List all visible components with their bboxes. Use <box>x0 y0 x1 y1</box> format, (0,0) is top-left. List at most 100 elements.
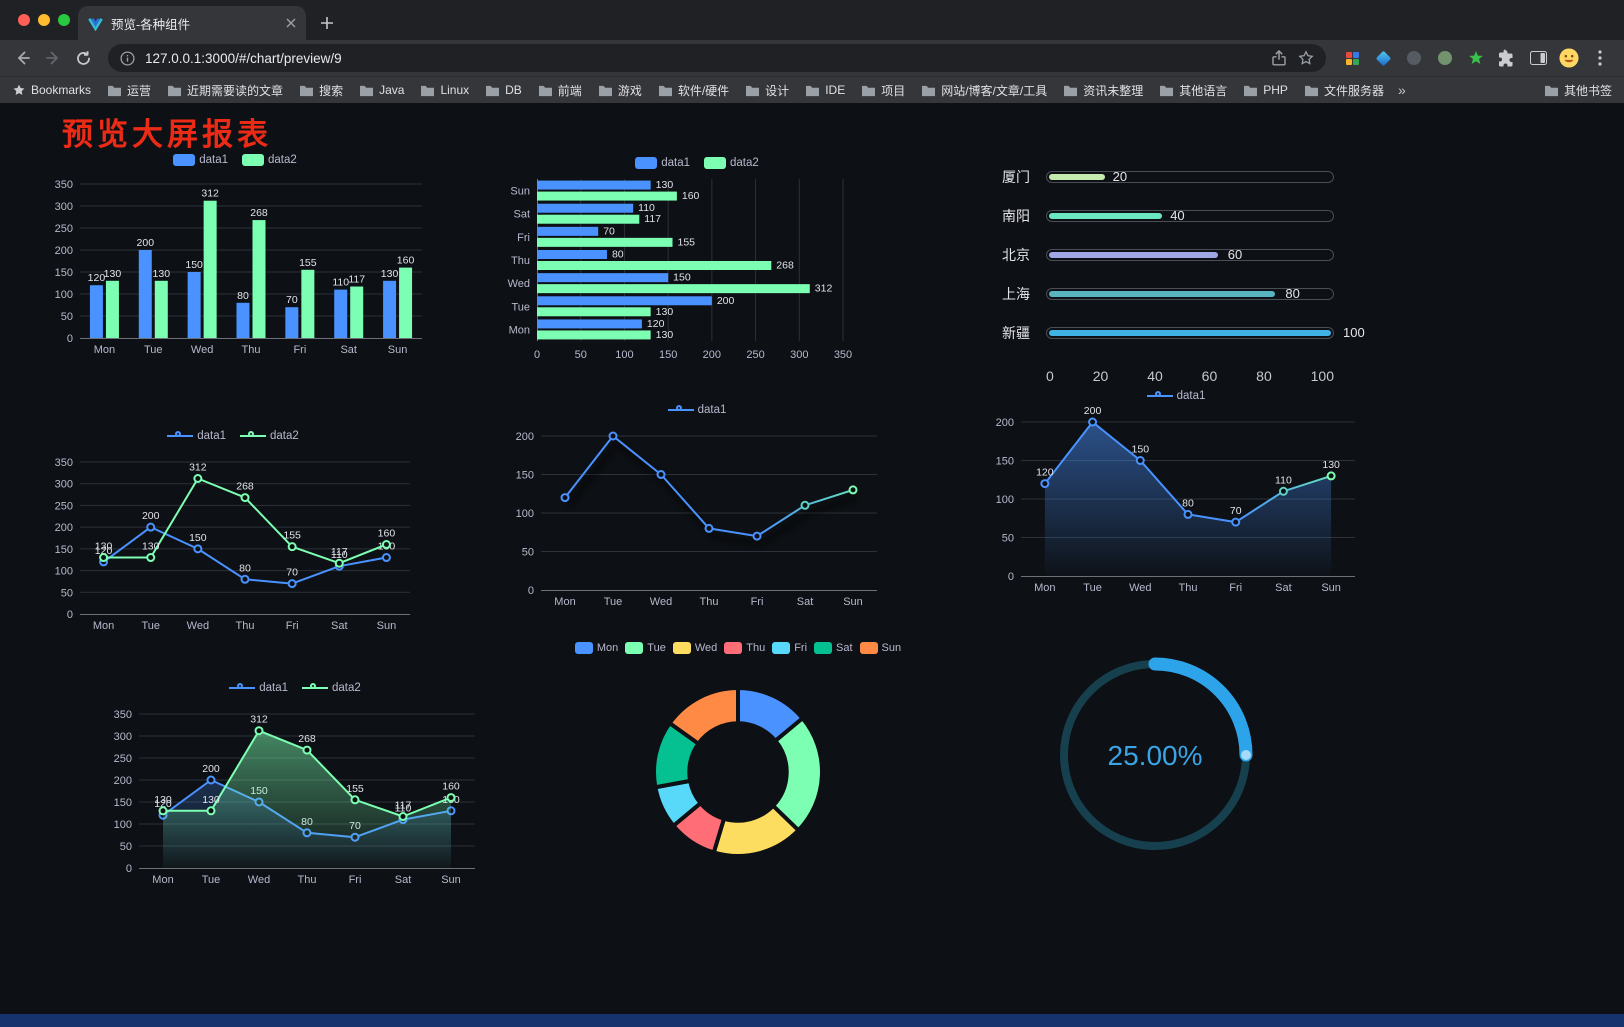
svg-text:350: 350 <box>55 179 73 191</box>
folder-icon <box>300 85 314 96</box>
progress-fill <box>1049 213 1162 219</box>
bookmark-folder[interactable]: 近期需要读的文章 <box>167 82 283 99</box>
legend-item-Mon[interactable]: Mon <box>574 642 618 654</box>
bookmark-folder[interactable]: 运营 <box>107 82 151 99</box>
progress-label: 南阳 <box>1002 208 1030 224</box>
browser-tab[interactable]: 预览-各种组件 <box>78 6 306 40</box>
svg-text:100: 100 <box>996 494 1014 506</box>
extension-icon-gem[interactable] <box>1373 48 1393 68</box>
bookmark-folder[interactable]: 前端 <box>538 82 582 99</box>
bookmark-folder-label: 项目 <box>881 83 906 98</box>
bookmark-folder[interactable]: 网站/博客/文章/工具 <box>921 82 1047 99</box>
extension-icon-green-circle[interactable] <box>1435 48 1455 68</box>
legend-item-data1[interactable]: data1 <box>229 682 288 694</box>
folder-icon <box>1544 85 1558 96</box>
share-button[interactable] <box>1272 50 1286 66</box>
bookmark-folder[interactable]: 文件服务器 <box>1304 82 1384 99</box>
window-zoom-button[interactable] <box>58 14 70 26</box>
bookmark-folder[interactable]: Java <box>359 83 404 97</box>
extension-icon-pixel[interactable] <box>1342 48 1362 68</box>
svg-text:200: 200 <box>55 245 73 257</box>
legend-item-Fri[interactable]: Fri <box>772 642 807 654</box>
progress-fill <box>1049 174 1106 180</box>
extension-icon-green-star[interactable] <box>1466 48 1486 68</box>
other-bookmarks[interactable]: 其他书签 <box>1544 82 1612 99</box>
bookmark-folder[interactable]: Linux <box>420 83 469 97</box>
line-chart-plot: 0 50 100 150 200 Mon Tue Wed Thu Fri Sat Sun <box>516 431 877 608</box>
window-minimize-button[interactable] <box>38 14 50 26</box>
bookmarks-overflow-chevron[interactable]: » <box>1397 82 1406 98</box>
legend-item-data1[interactable]: data1 <box>667 404 726 416</box>
puzzle-icon <box>1498 49 1512 66</box>
bookmark-folder[interactable]: PHP <box>1243 83 1288 97</box>
svg-text:25.00%: 25.00% <box>1108 740 1203 771</box>
svg-text:117: 117 <box>348 274 365 286</box>
window-close-button[interactable] <box>18 14 30 26</box>
legend-item-data2[interactable]: data2 <box>704 157 759 169</box>
extensions-menu-button[interactable] <box>1497 48 1517 68</box>
axis-tick-label: 40 <box>1147 368 1163 384</box>
donut-chart-plot <box>652 686 824 858</box>
svg-text:155: 155 <box>283 530 301 542</box>
profile-avatar[interactable] <box>1559 48 1579 68</box>
legend-item-Sat[interactable]: Sat <box>814 642 853 654</box>
svg-text:Sat: Sat <box>797 596 814 608</box>
bookmark-folder[interactable]: 设计 <box>745 82 789 99</box>
legend-rect-marker <box>625 642 644 654</box>
progress-label: 新疆 <box>1002 325 1030 341</box>
legend-item-data2[interactable]: data2 <box>302 682 361 694</box>
bookmark-folder[interactable]: 资讯未整理 <box>1063 82 1143 99</box>
pixel-grid-icon <box>1345 51 1359 65</box>
legend-item-Wed[interactable]: Wed <box>672 642 717 654</box>
legend-item-Sun[interactable]: Sun <box>859 642 901 654</box>
svg-text:Sun: Sun <box>843 596 863 608</box>
bookmark-folder[interactable]: 其他语言 <box>1159 82 1227 99</box>
bookmark-folder[interactable]: 软件/硬件 <box>658 82 729 99</box>
legend-item-data1[interactable]: data1 <box>173 154 228 166</box>
extension-icon-dark-circle[interactable] <box>1404 48 1424 68</box>
svg-text:200: 200 <box>1084 406 1102 417</box>
side-panel-button[interactable] <box>1528 48 1548 68</box>
legend-item-data1[interactable]: data1 <box>167 430 226 442</box>
site-info-icon[interactable] <box>120 50 135 66</box>
share-icon <box>1272 50 1286 66</box>
back-button[interactable] <box>8 43 38 73</box>
footer-strip <box>0 1014 1624 1027</box>
legend-item-data1[interactable]: data1 <box>635 157 690 169</box>
bookmark-folder[interactable]: 搜索 <box>299 82 343 99</box>
progress-row-厦门: 厦门 20 <box>1002 166 1368 188</box>
bookmark-folder-label: 文件服务器 <box>1323 83 1384 98</box>
legend-item-data2[interactable]: data2 <box>242 154 297 166</box>
horizontal-bar-chart: data1 data2 0 50 100 150 200 250 300 350 Sun 130 16… <box>505 153 889 363</box>
browser-menu-button[interactable] <box>1590 48 1610 68</box>
address-bar[interactable]: 127.0.0.1:3000/#/chart/preview/9 <box>108 44 1326 72</box>
svg-text:70: 70 <box>603 225 615 237</box>
progress-value: 40 <box>1170 208 1185 223</box>
svg-text:268: 268 <box>298 733 316 745</box>
legend-item-Thu[interactable]: Thu <box>724 642 765 654</box>
new-tab-button[interactable] <box>320 16 334 30</box>
bookmark-folder[interactable]: IDE <box>805 83 845 97</box>
weekday-donut-chart: Mon Tue Wed Thu Fri Sat Sun <box>552 638 924 968</box>
legend-item-Tue[interactable]: Tue <box>625 642 666 654</box>
svg-text:350: 350 <box>834 349 852 361</box>
bookmark-page-button[interactable] <box>1298 50 1314 66</box>
bookmark-folder[interactable]: DB <box>485 83 522 97</box>
legend-item-data2[interactable]: data2 <box>240 430 299 442</box>
legend-label: data1 <box>1176 390 1206 402</box>
tab-close-icon[interactable] <box>286 18 296 28</box>
bookmarks-root[interactable]: Bookmarks <box>12 83 91 97</box>
forward-button[interactable] <box>38 43 68 73</box>
bookmark-folder[interactable]: 游戏 <box>598 82 642 99</box>
reload-button[interactable] <box>68 43 98 73</box>
green-circle-icon <box>1438 51 1452 65</box>
bookmark-folder-label: PHP <box>1263 83 1288 97</box>
svg-text:70: 70 <box>1230 505 1242 517</box>
svg-text:100: 100 <box>55 566 73 578</box>
bookmark-folder[interactable]: 项目 <box>861 82 905 99</box>
area-chart-plot: 0 50 100 150 200 Mon Tue Wed Thu Fri Sat Sun 120 200 1… <box>996 406 1355 594</box>
svg-text:Thu: Thu <box>236 620 255 632</box>
avatar-emoji-icon <box>1559 48 1579 68</box>
legend-item-data1[interactable]: data1 <box>1146 390 1206 402</box>
svg-text:70: 70 <box>286 567 298 579</box>
